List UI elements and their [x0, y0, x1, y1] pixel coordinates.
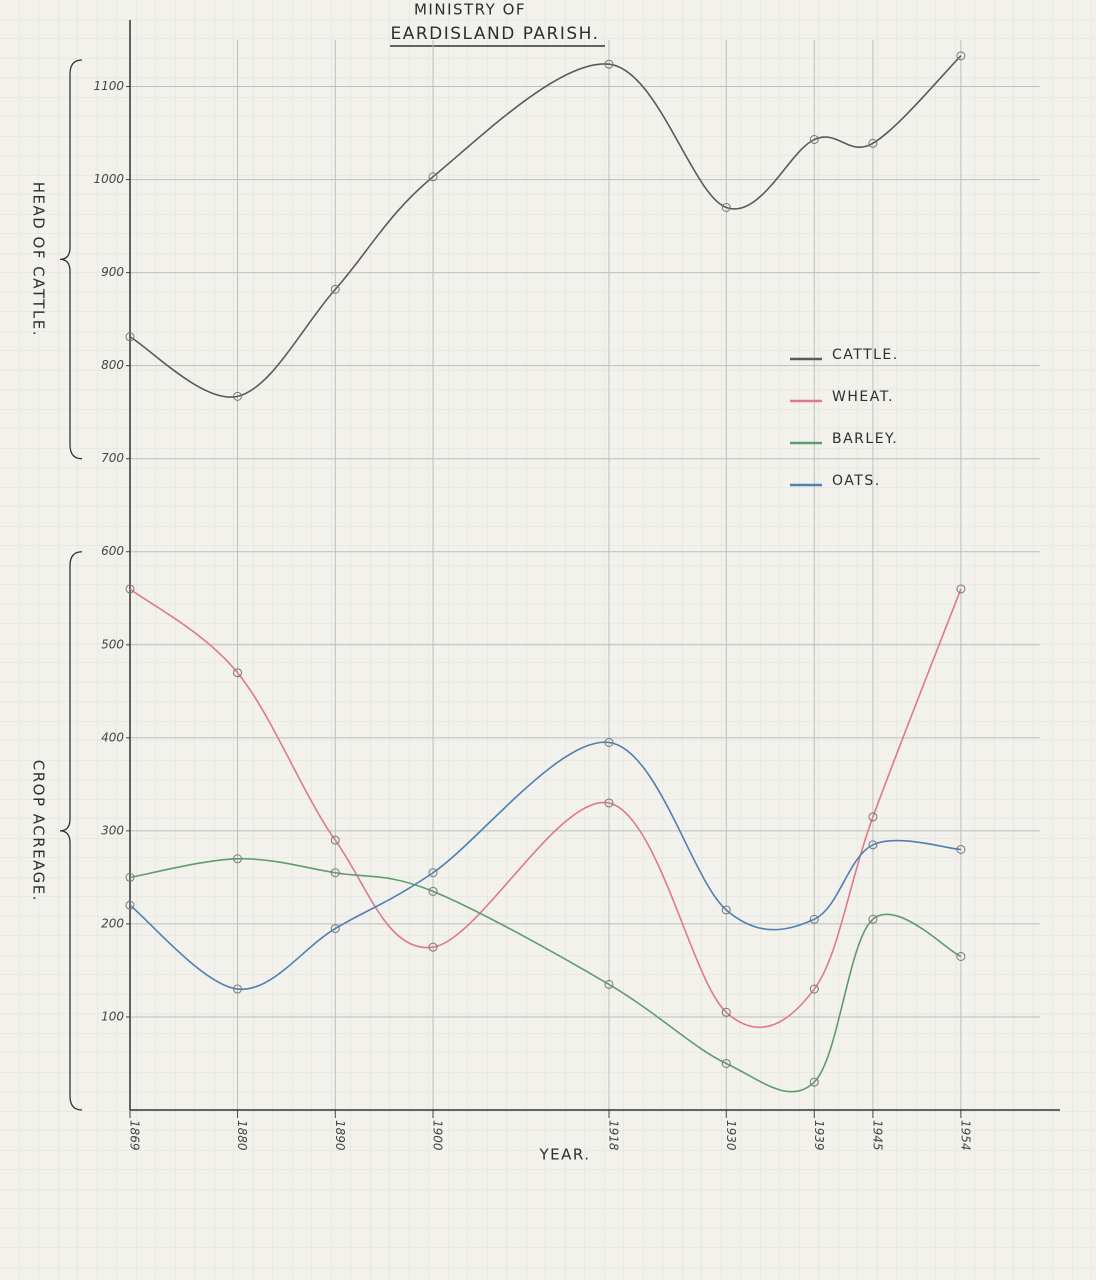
- x-axis-label: YEAR.: [538, 1146, 590, 1164]
- x-tick-label: 1945: [870, 1120, 884, 1151]
- x-tick-label: 1939: [812, 1120, 826, 1151]
- y-group-label: HEAD OF CATTLE.: [30, 182, 48, 337]
- x-tick-label: 1930: [724, 1120, 738, 1151]
- x-tick-label: 1954: [958, 1120, 972, 1151]
- legend-label: BARLEY.: [832, 431, 898, 447]
- x-tick-label: 1890: [333, 1120, 347, 1151]
- legend-label: OATS.: [832, 473, 881, 489]
- y-tick-label: 200: [101, 916, 124, 930]
- y-tick-label: 600: [101, 544, 124, 558]
- y-tick-label: 800: [101, 358, 124, 372]
- y-tick-label: 1100: [93, 79, 124, 93]
- y-tick-label: 700: [101, 451, 124, 465]
- x-tick-label: 1869: [128, 1120, 142, 1151]
- y-group-label: CROP ACREAGE.: [30, 760, 48, 902]
- y-tick-label: 300: [101, 823, 124, 837]
- y-tick-label: 400: [101, 730, 124, 744]
- y-tick-label: 1000: [93, 172, 124, 186]
- chart: MINISTRY OF EARDISLAND PARISH. 100 200 300…: [0, 0, 1096, 1280]
- y-tick-label: 900: [101, 265, 124, 279]
- legend-label: CATTLE.: [832, 347, 899, 363]
- legend-label: WHEAT.: [832, 389, 894, 405]
- chart-title: EARDISLAND PARISH.: [390, 24, 599, 44]
- graph-paper: [0, 0, 1096, 1280]
- y-tick-label: 500: [101, 637, 124, 651]
- y-tick-label: 100: [101, 1009, 124, 1023]
- subtitle: MINISTRY OF: [414, 1, 526, 19]
- x-tick-label: 1880: [235, 1120, 249, 1151]
- x-tick-label: 1918: [606, 1120, 620, 1151]
- x-tick-label: 1900: [431, 1120, 445, 1151]
